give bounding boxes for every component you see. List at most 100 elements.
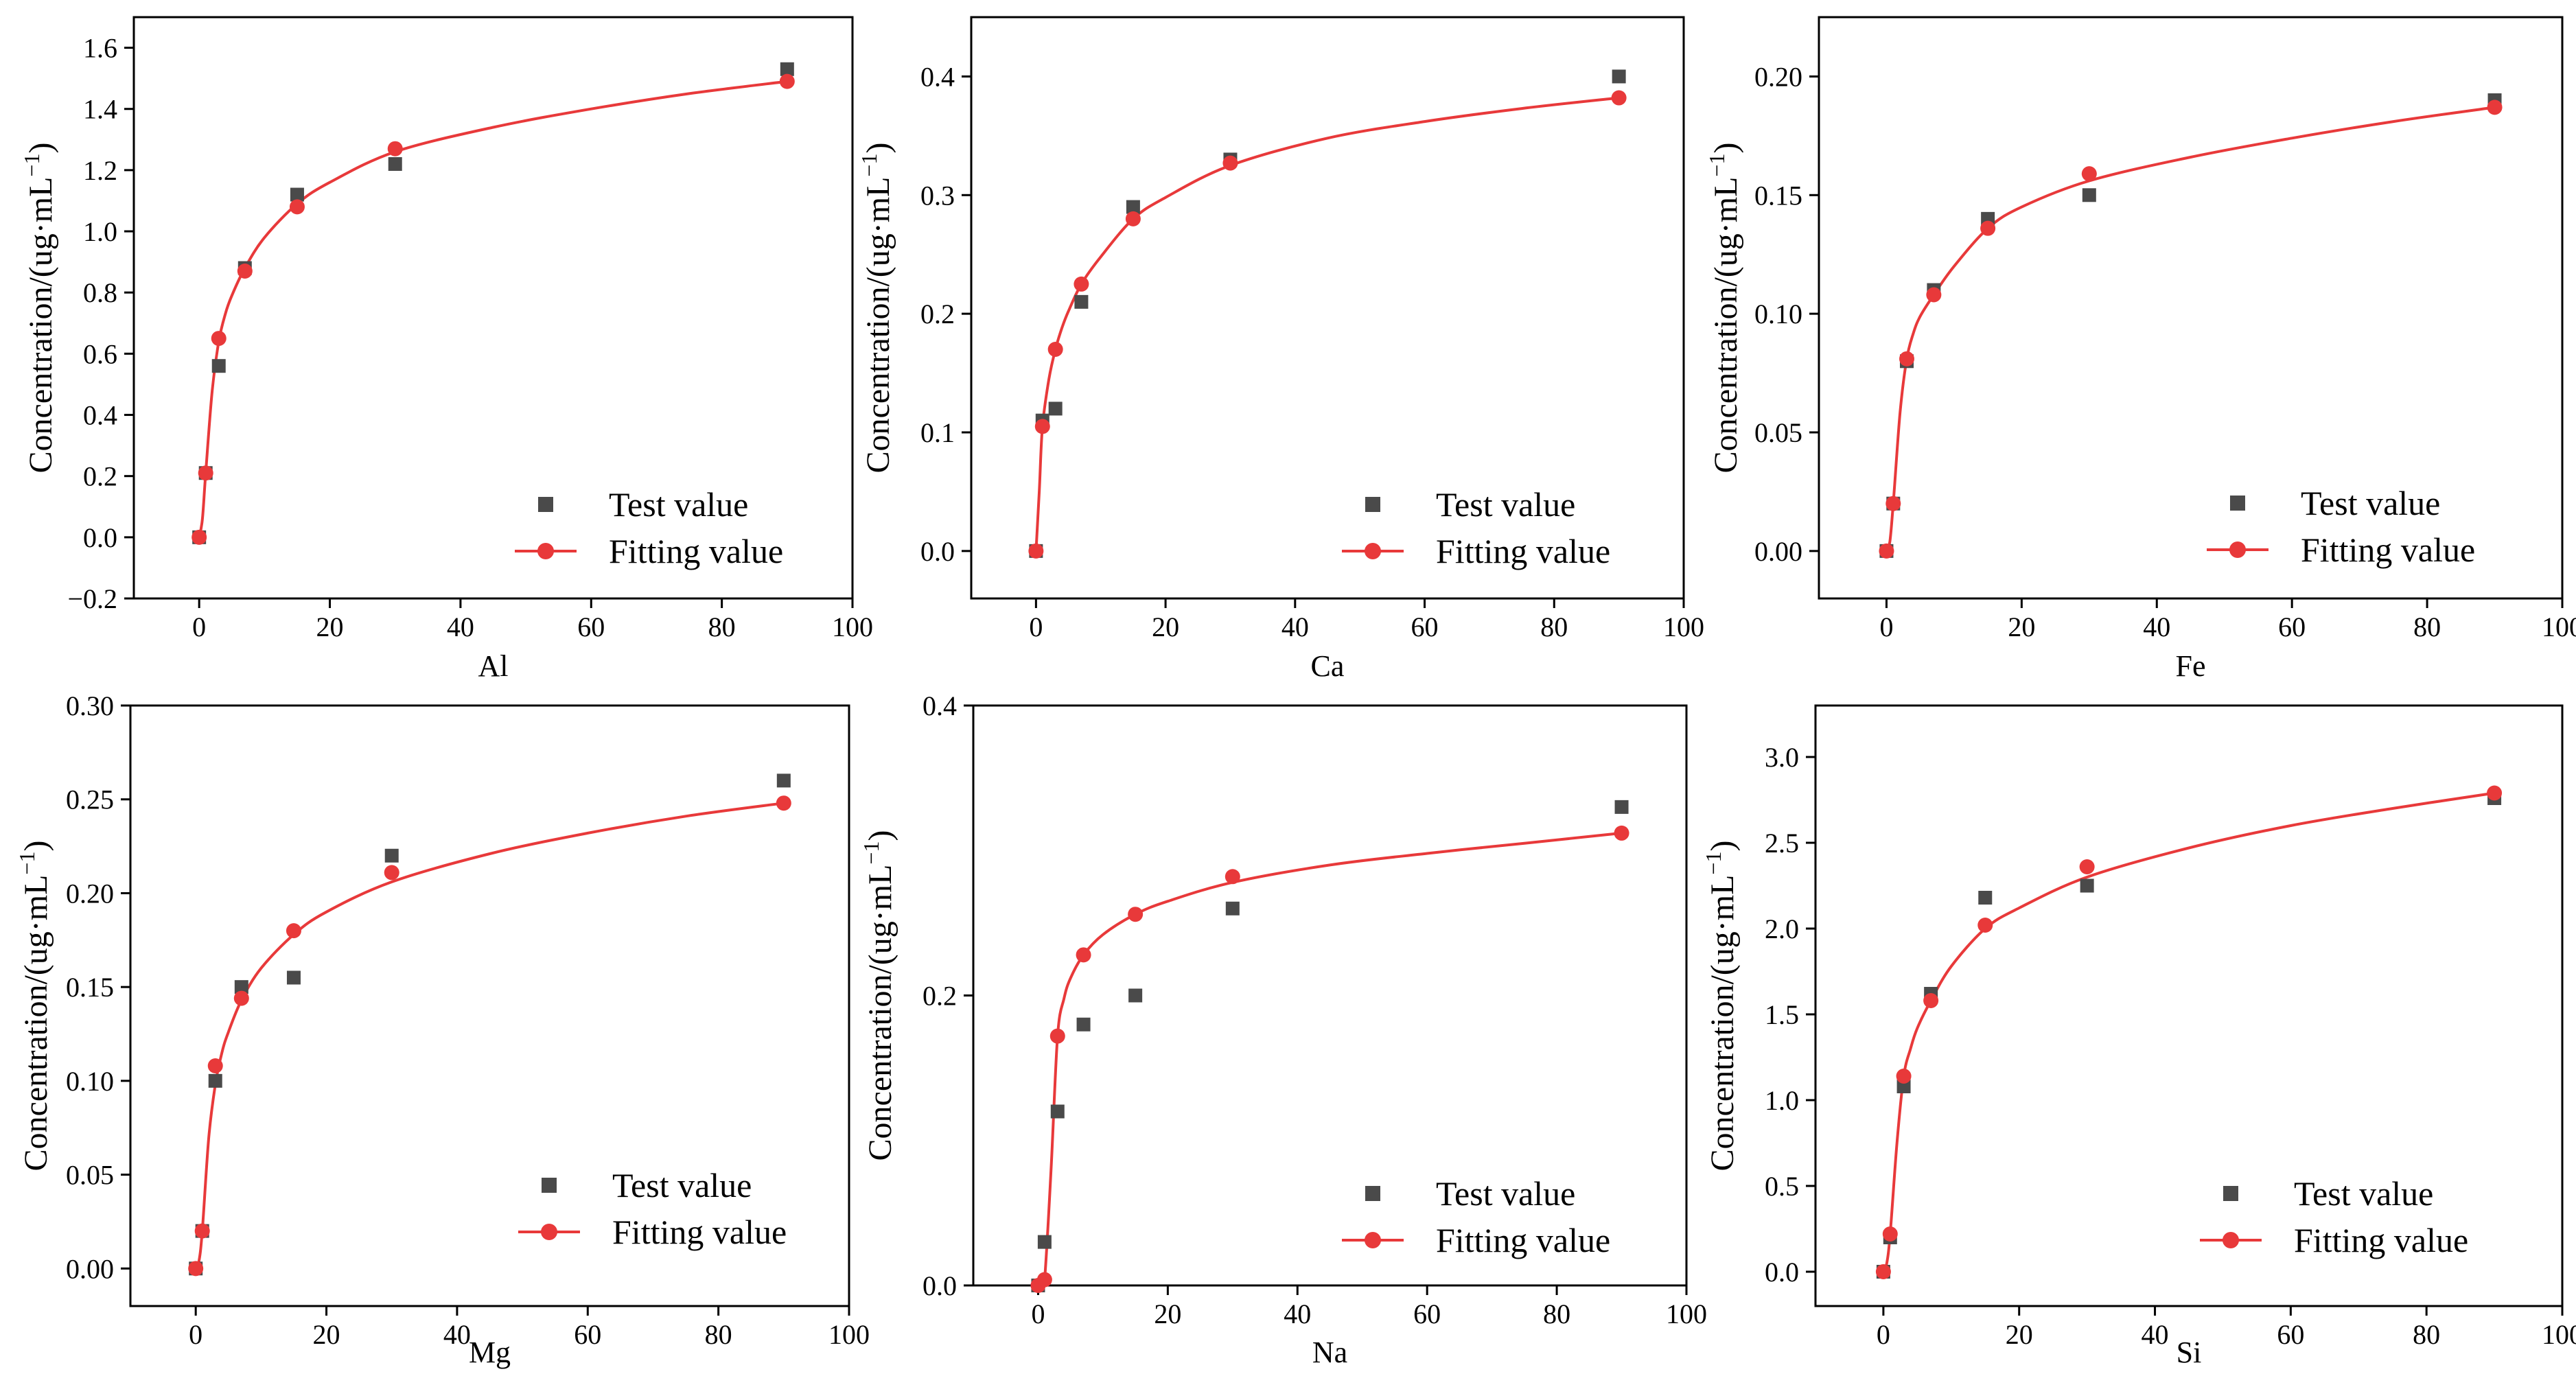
- y-axis-label: Concentration/(ug·mL−1): [1704, 143, 1744, 474]
- x-tick-label: 20: [2006, 1319, 2033, 1350]
- legend-test-label: Test value: [1436, 1174, 1575, 1213]
- y-tick-label: 0.0: [1765, 1257, 1799, 1288]
- legend: Test value Fitting value: [1342, 1174, 1610, 1259]
- legend: Test value Fitting value: [2207, 484, 2475, 569]
- legend-test-label: Test value: [612, 1166, 752, 1204]
- fit-curve: [198, 80, 788, 538]
- y-tick-label: 1.4: [83, 94, 117, 125]
- test-value-point: [1128, 988, 1143, 1003]
- fit-curve: [1038, 831, 1622, 1292]
- y-tick-label: 2.0: [1765, 913, 1799, 944]
- x-tick-label: 0: [189, 1319, 202, 1350]
- legend-test-label: Test value: [609, 485, 748, 524]
- test-value-point: [1225, 901, 1240, 916]
- x-tick-label: 20: [316, 611, 344, 642]
- x-tick-label: 80: [708, 611, 736, 642]
- y-tick-label: 0.6: [83, 338, 117, 369]
- y-tick-label: 0.00: [66, 1253, 114, 1284]
- y-tick-label: 0.8: [83, 277, 117, 308]
- test-value-point: [2080, 878, 2094, 893]
- x-axis-label: Al: [478, 649, 509, 683]
- y-tick-label: 0.0: [83, 522, 117, 553]
- fit-curve: [1885, 106, 2495, 552]
- y-tick-label: 0.05: [66, 1160, 114, 1191]
- fitting-value-point: [237, 264, 253, 279]
- x-tick-label: 60: [2278, 611, 2306, 642]
- test-value-point: [1076, 1017, 1091, 1032]
- y-tick-label: 0.25: [66, 784, 114, 815]
- test-value-point: [2082, 188, 2096, 202]
- y-tick-label: 0.2: [83, 461, 117, 492]
- fitting-value-point: [289, 199, 305, 215]
- fitting-value-point: [188, 1261, 204, 1277]
- fitting-value-point: [1875, 1264, 1891, 1279]
- test-value-point: [290, 187, 304, 202]
- y-tick-label: 0.4: [923, 690, 957, 721]
- y-tick-label: 0.20: [66, 878, 114, 909]
- x-tick-label: 80: [705, 1319, 732, 1350]
- y-tick-label: 0.10: [1754, 299, 1802, 329]
- y-tick-label: 0.2: [920, 299, 955, 329]
- x-tick-label: 100: [832, 611, 873, 642]
- fitting-value-point: [194, 1223, 210, 1239]
- x-tick-label: 60: [1411, 611, 1439, 642]
- fit-curve: [1882, 791, 2495, 1272]
- x-axis-label: Ca: [1311, 649, 1345, 683]
- chart-na: 0 20 40 60 80 100 0.0 0.2 0.4 Na Concentration/(ug…: [859, 690, 1707, 1369]
- legend-fit-label: Fitting value: [612, 1213, 787, 1251]
- x-tick-label: 100: [1663, 611, 1704, 642]
- fitting-value-point: [286, 923, 301, 939]
- y-tick-label: 0.15: [66, 972, 114, 1003]
- legend-test-marker: [1365, 1186, 1380, 1201]
- y-tick-label: 0.1: [920, 417, 955, 448]
- y-tick-label: 0.0: [920, 536, 955, 567]
- fitting-value-point: [1882, 1226, 1898, 1242]
- legend: Test value Fitting value: [1342, 485, 1610, 570]
- fitting-value-point: [2487, 785, 2503, 801]
- fitting-value-point: [2487, 100, 2503, 115]
- x-tick-label: 40: [2143, 611, 2170, 642]
- fit-curve: [1034, 96, 1619, 551]
- x-tick-label: 40: [2142, 1319, 2169, 1350]
- y-tick-label: 1.6: [83, 33, 117, 64]
- legend-test-label: Test value: [2301, 484, 2440, 522]
- x-tick-label: 20: [1152, 611, 1179, 642]
- y-tick-label: 0.15: [1754, 180, 1802, 211]
- test-value-point: [388, 156, 402, 171]
- plot-frame: [1818, 16, 2564, 600]
- x-tick-label: 20: [1154, 1298, 1181, 1329]
- y-tick-label: 0.4: [83, 400, 117, 431]
- test-value-point: [208, 1073, 222, 1088]
- plot-frame: [132, 16, 854, 600]
- x-tick-label: 40: [1281, 611, 1309, 642]
- test-value-point: [1037, 1235, 1052, 1249]
- fitting-value-point: [1980, 220, 1996, 236]
- test-value-point: [1048, 401, 1063, 416]
- fitting-value-point: [198, 465, 213, 481]
- y-tick-label: 1.2: [83, 155, 117, 186]
- x-tick-label: 80: [1540, 611, 1568, 642]
- fitting-value-point: [1128, 907, 1144, 922]
- test-value-point: [1612, 69, 1626, 84]
- y-tick-label: 0.30: [66, 690, 114, 721]
- legend-test-marker: [2223, 1186, 2238, 1201]
- x-axis-label: Si: [2177, 1336, 2202, 1369]
- y-tick-label: 0.0: [923, 1270, 957, 1301]
- x-tick-label: 60: [1413, 1298, 1441, 1329]
- test-value-point: [211, 359, 226, 373]
- fitting-value-point: [1899, 351, 1914, 366]
- plot-frame: [129, 704, 850, 1307]
- fitting-value-point: [1879, 543, 1894, 559]
- chart-si: 0 20 40 60 80 100 0.0 0.5 1.0 1.5 2.0 2.5 3.0 Si Conce…: [1701, 704, 2576, 1369]
- plot-frame: [970, 16, 1685, 600]
- chart-mg: 0 20 40 60 80 100 0.00 0.05 0.10 0.15 0.20 0.25 0.30…: [14, 690, 870, 1369]
- chart-fe: 0 20 40 60 80 100 0.00 0.05 0.10 0.15 0.20 Fe Concen…: [1704, 16, 2576, 683]
- x-tick-label: 20: [313, 1319, 340, 1350]
- y-axis-label: Concentration/(ug·mL−1): [859, 830, 898, 1161]
- y-axis-label: Concentration/(ug·mL−1): [19, 143, 59, 474]
- legend-test-marker: [542, 1178, 557, 1193]
- fitting-value-point: [1047, 342, 1063, 357]
- legend-test-label: Test value: [2294, 1174, 2433, 1213]
- fitting-value-point: [1885, 496, 1901, 511]
- y-tick-label: −0.2: [67, 583, 117, 614]
